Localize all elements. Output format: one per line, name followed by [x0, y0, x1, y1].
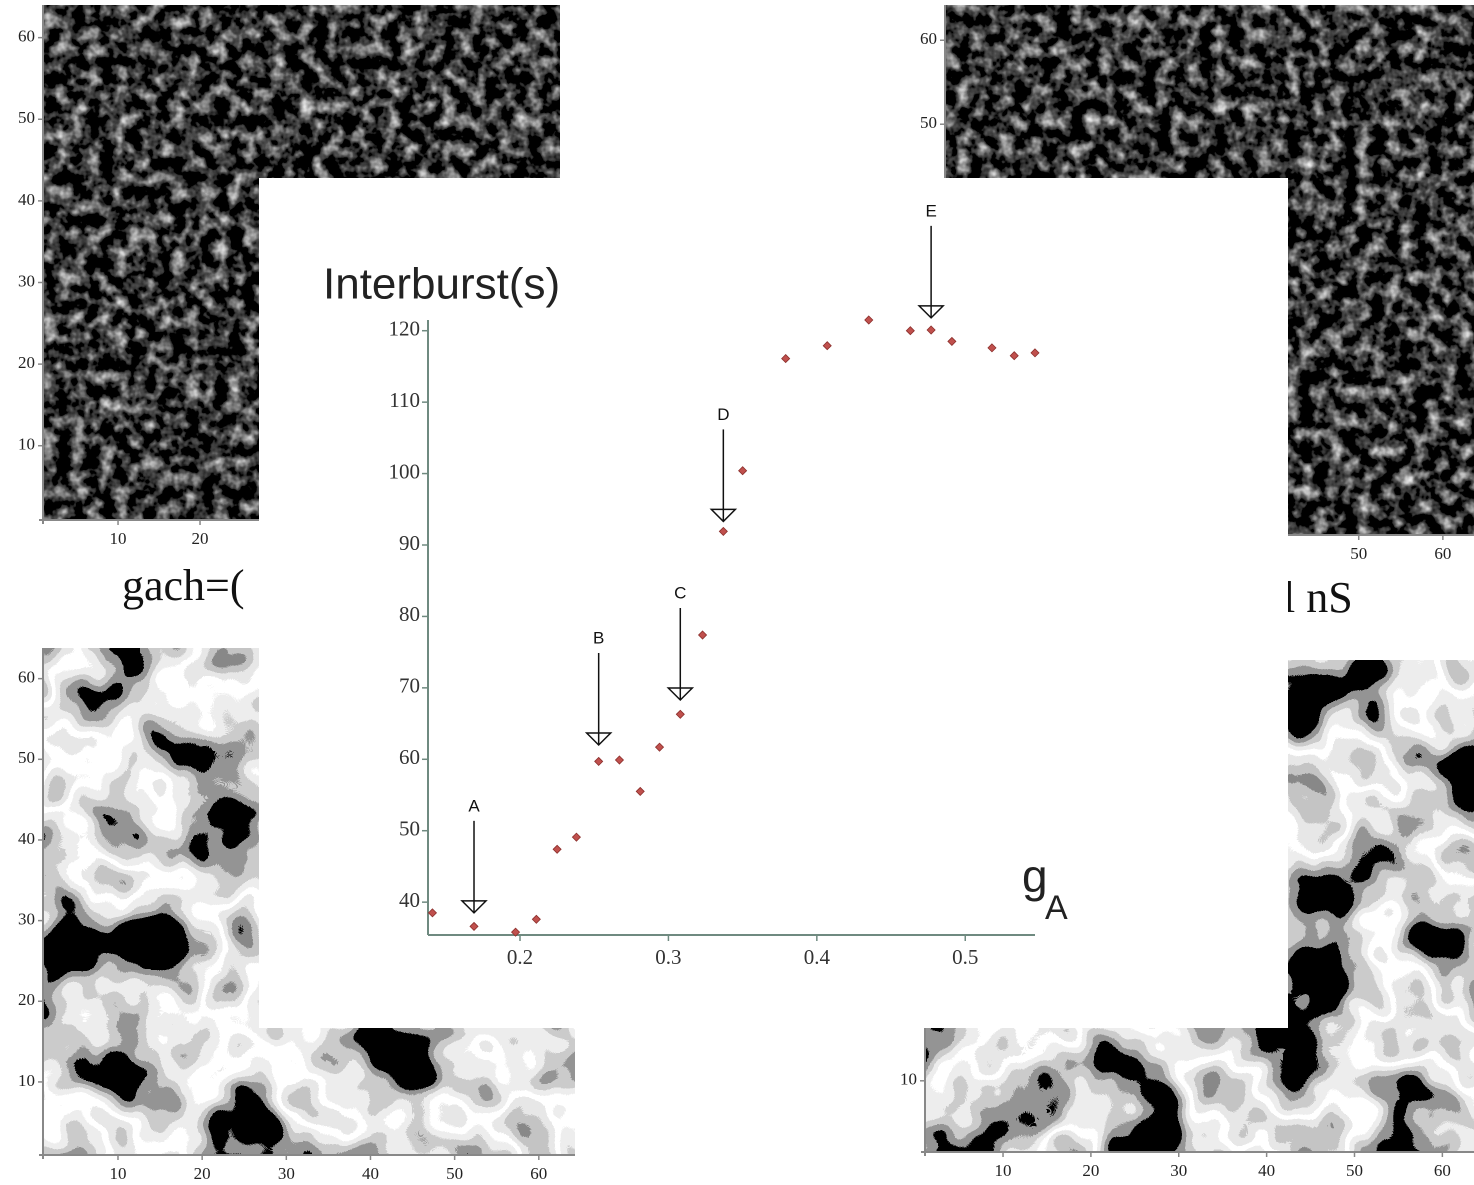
y-tick-label: 10 [18, 435, 35, 454]
y-tick-label: 40 [18, 829, 35, 848]
y-tick-label: 60 [399, 745, 420, 769]
x-tick-label: 50 [446, 1164, 463, 1183]
data-point [905, 326, 915, 336]
x-tick-label: 0.5 [952, 945, 978, 969]
y-tick-label: 40 [399, 888, 420, 912]
x-tick-label: 60 [1434, 544, 1451, 563]
x-tick-label: 0.2 [507, 945, 533, 969]
data-point [531, 914, 541, 924]
data-point [697, 630, 708, 640]
y-tick-label: 20 [18, 990, 35, 1009]
y-tick-label: 110 [389, 388, 420, 412]
y-tick-label: 120 [389, 317, 421, 341]
x-tick-label: 20 [194, 1164, 211, 1183]
data-point [654, 742, 665, 752]
data-point [718, 526, 728, 536]
data-point [822, 341, 832, 351]
data-point [635, 786, 645, 796]
y-tick-label: 50 [18, 748, 35, 767]
x-tick-label: 50 [1350, 544, 1367, 563]
annotation-arrowhead [666, 687, 695, 702]
x-tick-label: 40 [362, 1164, 379, 1183]
annotation-arrowhead [917, 305, 945, 319]
data-point [864, 315, 874, 325]
x-tick-label: 40 [1258, 1161, 1275, 1180]
data-point [594, 756, 604, 766]
y-tick-label: 50 [920, 113, 937, 132]
x-tick-label: 20 [1082, 1161, 1099, 1180]
data-point [987, 343, 997, 353]
data-point [947, 336, 957, 346]
annotation-arrowhead [460, 900, 488, 914]
x-tick-label: 10 [110, 529, 127, 548]
x-tick-label: 20 [192, 529, 209, 548]
y-tick-label: 40 [18, 190, 35, 209]
y-tick-label: 50 [399, 817, 420, 841]
y-tick-label: 100 [389, 459, 421, 483]
x-tick-label: 10 [109, 1164, 126, 1183]
chart-background [259, 178, 1288, 1028]
y-tick-label: 80 [399, 602, 420, 626]
data-point [926, 325, 936, 335]
x-tick-label: 0.4 [804, 945, 831, 969]
y-tick-label: 90 [399, 531, 420, 555]
x-tick-label: 0.3 [655, 945, 681, 969]
data-point [614, 755, 625, 765]
data-point [427, 908, 438, 918]
x-tick-label: 30 [278, 1164, 295, 1183]
panel-caption: l nS [1283, 573, 1353, 622]
data-point [469, 921, 479, 931]
y-tick-label: 60 [18, 27, 35, 46]
y-tick-label: 60 [920, 29, 937, 48]
annotation-label: D [717, 405, 729, 424]
x-axis-label-subscript: A [1045, 889, 1068, 927]
data-point [781, 354, 791, 364]
y-tick-label: 10 [900, 1070, 917, 1089]
y-tick-label: 30 [18, 910, 35, 929]
y-tick-label: 70 [399, 674, 420, 698]
y-tick-label: 20 [18, 353, 35, 372]
data-point [675, 709, 685, 719]
panel-caption: gach=( [122, 561, 245, 610]
x-axis-label: g [1022, 850, 1048, 902]
annotation-arrowhead [584, 732, 613, 747]
y-tick-label: 50 [18, 108, 35, 127]
y-axis-label: Interburst(s) [323, 260, 560, 309]
x-tick-label: 50 [1346, 1161, 1363, 1180]
data-point [738, 466, 748, 476]
annotation-label: B [593, 628, 604, 647]
y-tick-label: 60 [18, 668, 35, 687]
data-point [510, 927, 521, 937]
y-tick-label: 10 [18, 1071, 35, 1090]
x-tick-label: 10 [995, 1161, 1012, 1180]
data-point [552, 844, 562, 854]
annotation-label: A [468, 796, 480, 815]
data-point [571, 832, 581, 842]
x-tick-label: 60 [530, 1164, 547, 1183]
annotation-arrowhead [709, 508, 738, 523]
annotation-label: E [925, 201, 936, 220]
x-tick-label: 60 [1434, 1161, 1451, 1180]
data-point [1030, 348, 1040, 358]
data-point [1009, 351, 1019, 361]
annotation-label: C [674, 583, 686, 602]
x-tick-label: 30 [1170, 1161, 1187, 1180]
y-tick-label: 30 [18, 271, 35, 290]
